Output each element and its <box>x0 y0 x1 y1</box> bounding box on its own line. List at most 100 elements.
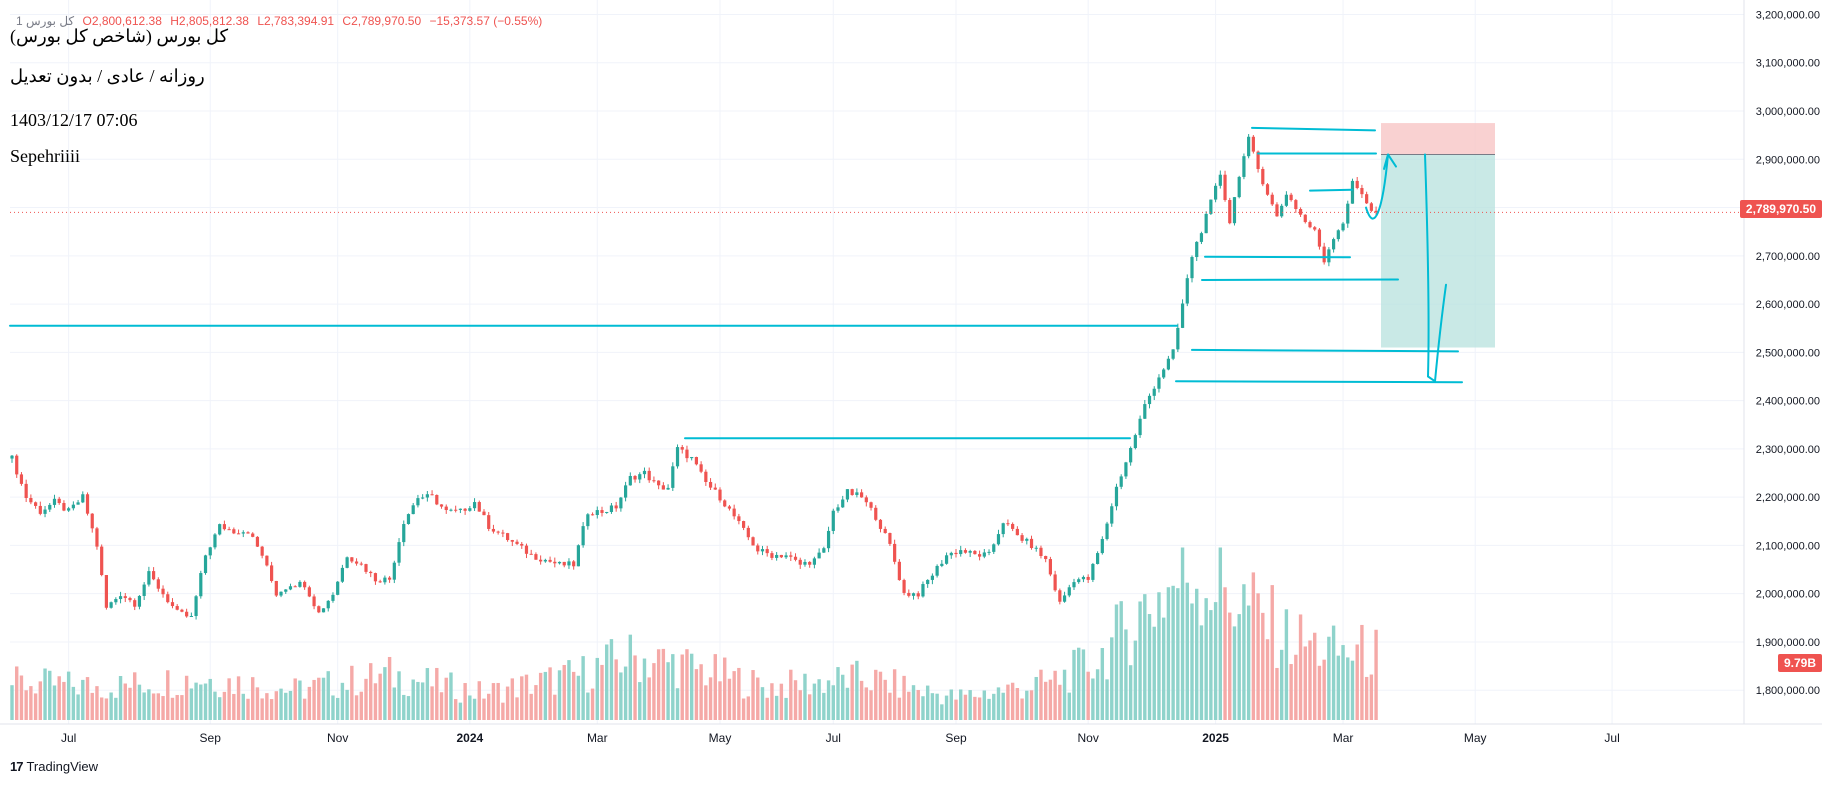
volume-bar <box>973 696 977 720</box>
volume-bar <box>812 683 817 720</box>
volume-bar <box>548 667 552 720</box>
time-tick-label: Jul <box>1604 731 1619 745</box>
candle-body <box>133 600 137 607</box>
candle-body <box>34 502 38 506</box>
candle-body <box>671 466 675 488</box>
volume-bar <box>600 664 604 720</box>
candle-body <box>982 552 986 557</box>
volume-bar <box>505 686 510 720</box>
volume-bar <box>189 688 194 720</box>
annotation-timeframe[interactable]: روزانه / عادی / بدون تعدیل <box>10 66 205 86</box>
candle-body <box>798 559 802 565</box>
candle-body <box>878 519 883 529</box>
candle-body <box>1247 136 1251 157</box>
candle-body <box>789 555 793 557</box>
volume-bar <box>944 695 949 720</box>
candle-body <box>1105 523 1109 540</box>
volume-bar <box>723 657 727 720</box>
candle-body <box>680 447 684 450</box>
candle-body <box>954 552 958 555</box>
trend-line-drawings[interactable] <box>9 126 1495 440</box>
volume-bar <box>33 693 38 720</box>
candle-body <box>128 598 132 601</box>
annotation-datetime[interactable]: 1403/12/17 07:06 <box>10 110 138 130</box>
volume-bar <box>1223 587 1227 720</box>
candle-body <box>496 531 500 533</box>
candle-body <box>1001 523 1005 535</box>
candle-body <box>425 494 429 498</box>
volume-bar <box>1246 605 1251 720</box>
price-tick-label: 2,400,000.00 <box>1756 396 1820 408</box>
candle-body <box>15 455 19 475</box>
candle-body <box>812 558 816 565</box>
candle-body <box>180 609 184 612</box>
candle-body <box>576 545 580 567</box>
volume-bar <box>166 670 170 720</box>
volume-bar <box>1039 669 1043 720</box>
candle-body <box>996 534 1001 545</box>
volume-bar <box>1001 692 1005 720</box>
long-position-target-zone[interactable] <box>1381 154 1495 348</box>
volume-bar <box>109 692 113 720</box>
time-tick-label: Sep <box>945 731 967 745</box>
volume-bar <box>463 683 467 720</box>
volume-bar <box>902 675 906 720</box>
candle-body <box>203 555 208 574</box>
volume-bar <box>416 681 420 720</box>
time-tick-label: 2025 <box>1202 731 1229 745</box>
price-axis[interactable]: 1,800,000.00 1,900,000.00 2,000,000.00 2,10… <box>1743 0 1820 724</box>
candle-body <box>1242 156 1246 177</box>
candle-body <box>251 533 255 537</box>
tv-logo-icon: 17 <box>10 759 24 774</box>
candle-body <box>1029 538 1034 549</box>
volume-bar <box>930 693 935 720</box>
candle-body <box>397 542 401 563</box>
time-tick-label: May <box>709 731 732 745</box>
long-position-stop-zone[interactable] <box>1381 123 1495 155</box>
candle-body <box>10 455 14 459</box>
candle-body <box>874 507 878 520</box>
volume-bar <box>680 654 684 720</box>
candle-body <box>860 492 864 498</box>
volume-bar <box>222 691 227 720</box>
change-value: −15,373.57 (−0.55%) <box>429 14 543 28</box>
candle-body <box>1072 582 1076 588</box>
tradingview-logo[interactable]: 17 TradingView <box>10 759 98 774</box>
volume-bar <box>1195 588 1199 720</box>
volume-bar <box>402 694 406 720</box>
candle-body <box>1077 579 1081 583</box>
volume-bar <box>1171 585 1175 720</box>
time-tick-label: Nov <box>1077 731 1098 745</box>
annotation-author[interactable]: Sepehriiii <box>10 146 80 166</box>
candle-body <box>1374 210 1378 213</box>
symbol-label[interactable]: کل بورس 1 <box>16 14 75 28</box>
candle-body <box>208 547 212 556</box>
candle-body <box>421 497 425 499</box>
volume-bar <box>1034 676 1038 720</box>
volume-bar <box>520 676 524 720</box>
candle-body <box>770 553 774 558</box>
chart-grid <box>10 0 1744 724</box>
annotation-title[interactable]: کل بورس (شاخص کل بورس) <box>10 26 229 46</box>
candle-body <box>590 514 595 516</box>
volume-bar <box>656 649 661 720</box>
candle-body <box>1138 418 1142 436</box>
candle-body <box>48 504 52 510</box>
volume-bar <box>911 685 916 720</box>
volume-bar <box>147 689 151 720</box>
volume-bar <box>694 669 699 720</box>
candle-body <box>841 499 845 508</box>
time-axis[interactable]: Jul Sep Nov 2024 Mar May Jul Sep Nov 2025 Mar May Ju… <box>0 723 1822 745</box>
volume-bar <box>949 689 953 720</box>
tv-logo-text: TradingView <box>26 759 99 774</box>
volume-bar <box>760 687 765 720</box>
volume-bar <box>453 699 458 720</box>
volume-bar <box>515 697 519 720</box>
candle-body <box>619 497 623 509</box>
candle-body <box>241 532 245 534</box>
volume-bar <box>765 697 769 720</box>
candle-body <box>1228 200 1232 224</box>
volume-bar <box>590 688 595 720</box>
candle-body <box>652 480 656 482</box>
